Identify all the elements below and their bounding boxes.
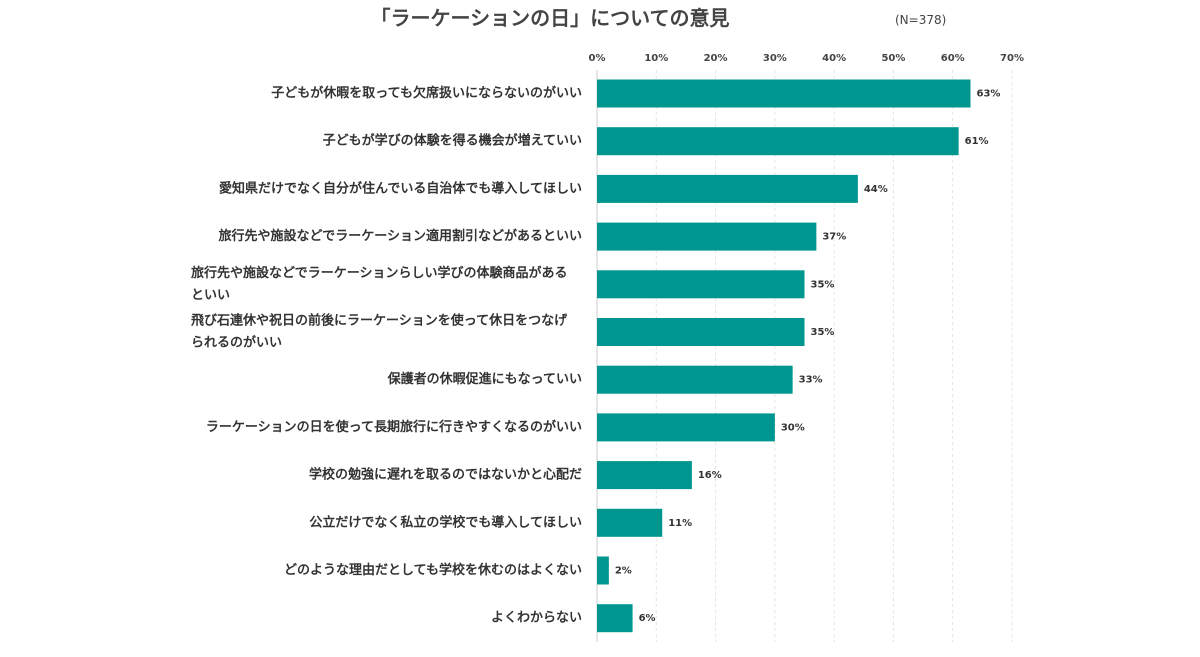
x-tick-label: 60% <box>941 53 965 64</box>
value-label: 63% <box>977 89 1001 100</box>
category-label: よくわからない <box>491 611 582 626</box>
bar <box>597 556 609 585</box>
x-tick-label: 40% <box>822 53 846 64</box>
x-tick-label: 50% <box>881 53 905 64</box>
category-label: 学校の勉強に遅れを取るのではないかと心配だ <box>309 467 582 483</box>
value-label: 6% <box>639 613 656 624</box>
category-label: られるのがいい <box>191 335 282 351</box>
gridlines <box>596 70 1013 642</box>
bar <box>597 270 805 299</box>
category-label: 愛知県だけでなく自分が住んでいる自治体でも導入してほしい <box>219 180 582 196</box>
x-tick-label: 30% <box>763 53 787 64</box>
value-label: 37% <box>822 232 846 243</box>
x-tick-label: 0% <box>589 53 606 64</box>
bar <box>597 318 805 346</box>
value-label: 61% <box>965 136 989 147</box>
category-label: 子どもが休暇を取っても欠席扱いにならないのがいい <box>271 85 582 101</box>
chart-title: 「ラーケーションの日」についての意見 <box>370 6 730 30</box>
x-tick-label: 10% <box>644 53 668 64</box>
value-label: 35% <box>811 327 835 338</box>
sample-size-note: (N=378) <box>895 13 947 27</box>
category-label: 旅行先や施設などでラーケーション適用割引などがあるといい <box>219 228 582 244</box>
bar <box>597 79 971 108</box>
bars <box>597 79 971 633</box>
bar <box>597 127 959 156</box>
value-label: 35% <box>811 279 835 290</box>
bar <box>597 413 775 442</box>
x-tick-label: 70% <box>1000 53 1024 64</box>
bar <box>597 174 858 203</box>
value-label: 2% <box>615 566 632 577</box>
value-label: 30% <box>781 422 805 433</box>
category-label: といい <box>191 288 230 303</box>
value-label: 11% <box>668 518 692 529</box>
value-label: 44% <box>864 184 888 195</box>
value-label: 33% <box>799 375 823 386</box>
category-label: 飛び石連休や祝日の前後にラーケーションを使って休日をつなげ <box>190 313 568 329</box>
category-label: ラーケーションの日を使って長期旅行に行きやすくなるのがいい <box>206 419 582 435</box>
bar <box>597 365 793 394</box>
category-labels: 子どもが休暇を取っても欠席扱いにならないのがいい子どもが学びの体験を得る機会が増… <box>190 85 582 626</box>
bar <box>597 604 633 633</box>
bar <box>597 461 692 490</box>
category-label: 保護者の休暇促進にもなっていい <box>387 371 582 387</box>
x-tick-labels: 0% 10% 20% 30% 40% 50% 60% 70% <box>589 53 1024 64</box>
bar <box>597 508 663 537</box>
category-label: 旅行先や施設などでラーケーションらしい学びの体験商品がある <box>191 265 567 281</box>
value-label: 16% <box>698 470 722 481</box>
category-label: 公立だけでなく私立の学校でも導入してほしい <box>309 514 582 530</box>
value-labels: 63% 61% 44% 37% 35% 35% 33% 30% 16% 11% 2% 6% <box>615 89 1001 625</box>
category-label: どのような理由だとしても学校を休むのはよくない <box>284 562 582 578</box>
x-tick-label: 20% <box>704 53 728 64</box>
category-label: 子どもが学びの体験を得る機会が増えていい <box>323 133 582 149</box>
bar <box>597 222 817 251</box>
